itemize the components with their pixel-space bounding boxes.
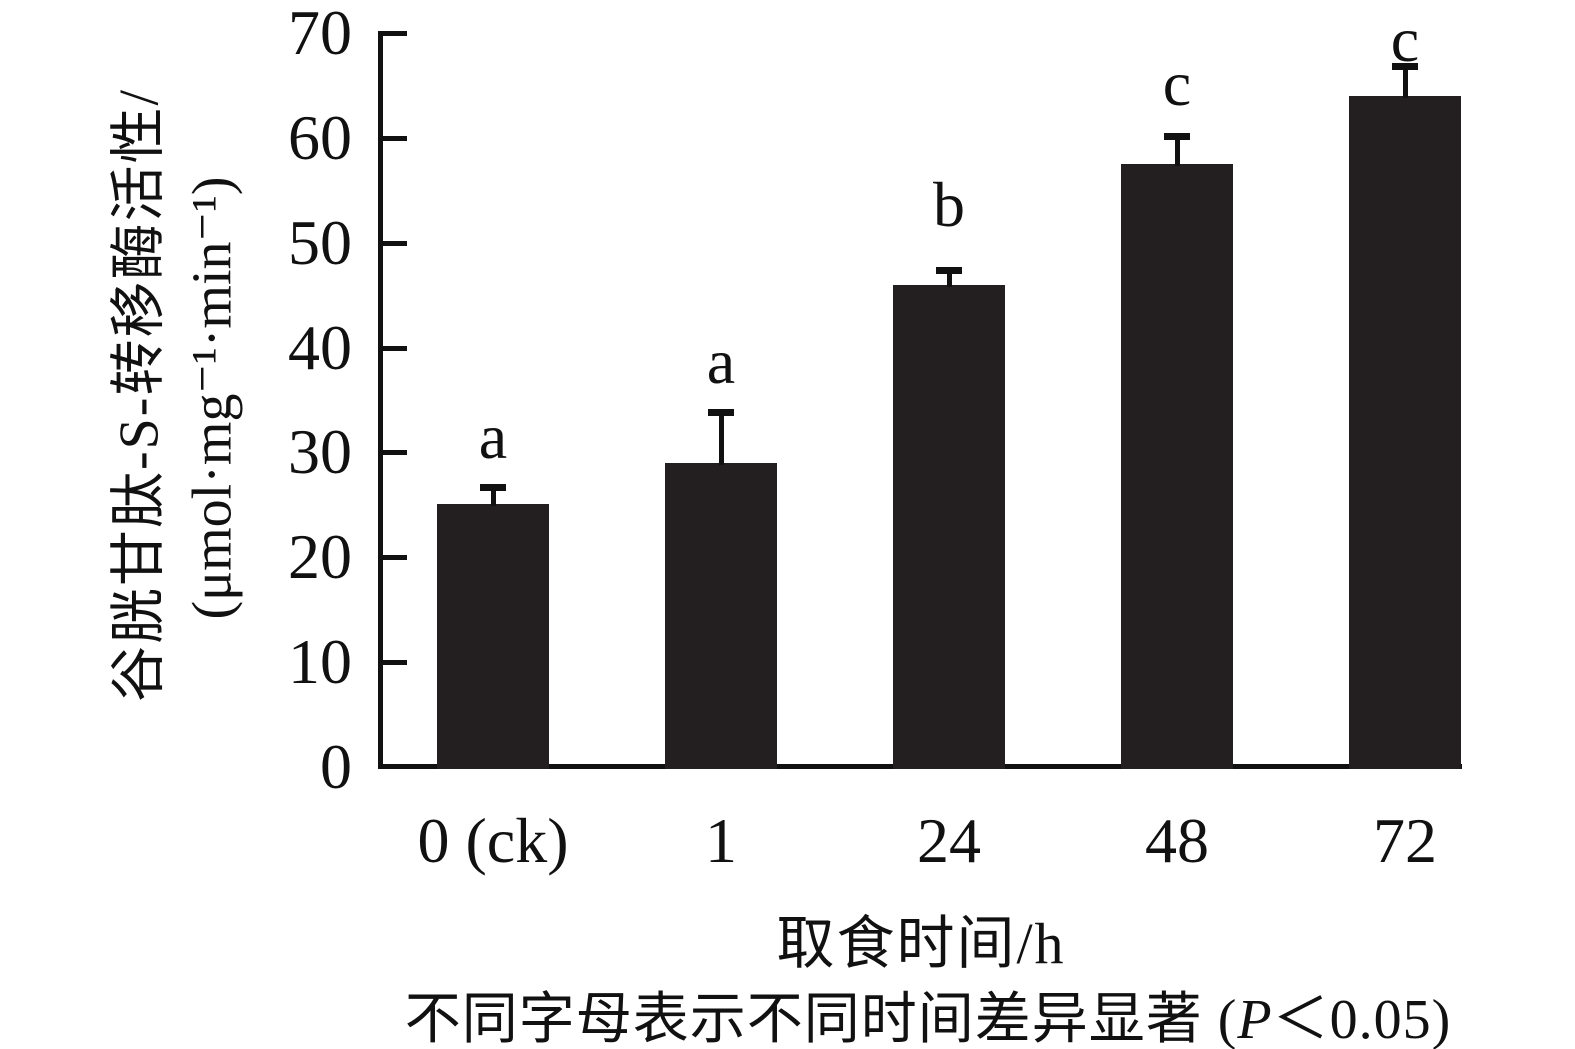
error-bar-stem <box>947 271 952 287</box>
y-tick <box>381 555 407 560</box>
bar <box>1121 164 1233 769</box>
sig-letter: a <box>706 326 736 397</box>
y-tick <box>381 241 407 246</box>
caption-p-symbol: P <box>1237 989 1273 1049</box>
y-tick-label: 0 <box>320 731 352 802</box>
bar <box>665 463 777 769</box>
error-bar-cap <box>1392 63 1418 70</box>
y-tick-label: 60 <box>288 102 352 173</box>
sig-letter: c <box>1162 48 1192 119</box>
bar <box>893 285 1005 769</box>
x-tick-label: 72 <box>1373 805 1437 876</box>
sig-letter: a <box>478 401 508 472</box>
bar <box>437 504 549 769</box>
error-bar-stem <box>719 413 724 465</box>
x-tick-label: 48 <box>1145 805 1209 876</box>
y-tick <box>381 136 407 141</box>
error-bar-stem <box>1175 137 1180 166</box>
figure-caption: 不同字母表示不同时间差异显著 (P＜0.05) <box>278 974 1575 1049</box>
x-tick-label: 0 (ck) <box>417 805 569 876</box>
y-tick-label: 50 <box>288 207 352 278</box>
y-tick <box>381 31 407 36</box>
error-bar-cap <box>936 267 962 274</box>
y-tick-label: 10 <box>288 626 352 697</box>
caption-text-prefix: 不同字母表示不同时间差异显著 ( <box>404 989 1238 1049</box>
bar <box>1349 96 1461 769</box>
sig-letter: b <box>933 169 965 240</box>
y-tick <box>381 450 407 455</box>
y-tick-label: 70 <box>288 0 352 68</box>
y-tick-label: 40 <box>288 312 352 383</box>
y-axis-line <box>378 31 383 769</box>
y-tick-label: 30 <box>288 416 352 487</box>
error-bar-cap <box>480 484 506 491</box>
x-axis-title: 取食时间/h <box>776 911 1066 976</box>
error-bar-cap <box>1164 133 1190 140</box>
sig-letter: c <box>1390 4 1420 75</box>
error-bar-stem <box>491 488 496 506</box>
caption-text-suffix: ＜0.05) <box>1272 989 1452 1049</box>
y-tick-label: 20 <box>288 521 352 592</box>
x-tick-label: 24 <box>917 805 981 876</box>
x-tick-label: 1 <box>705 805 737 876</box>
error-bar-stem <box>1403 67 1408 98</box>
error-bar-cap <box>708 409 734 416</box>
y-tick <box>381 346 407 351</box>
y-tick <box>381 660 407 665</box>
